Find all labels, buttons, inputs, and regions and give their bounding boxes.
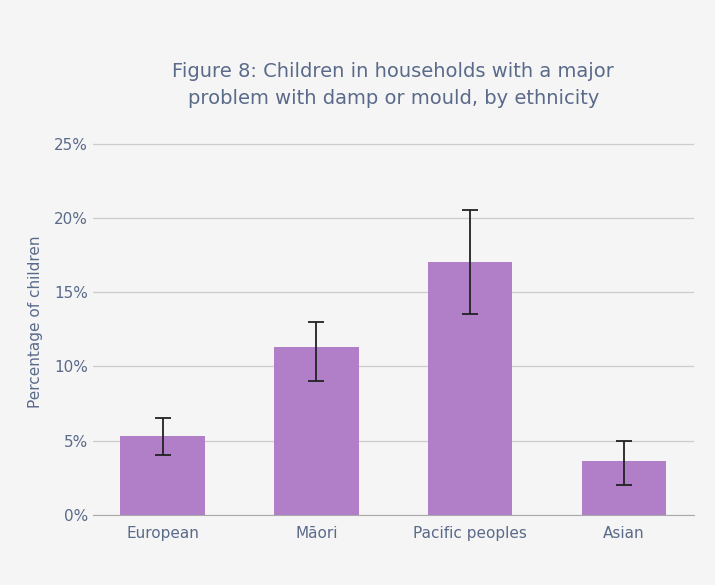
Y-axis label: Percentage of children: Percentage of children <box>28 236 43 408</box>
Bar <box>274 347 359 515</box>
Title: Figure 8: Children in households with a major
problem with damp or mould, by eth: Figure 8: Children in households with a … <box>172 62 614 108</box>
Bar <box>582 462 666 515</box>
Bar <box>120 436 204 515</box>
Bar <box>428 262 513 515</box>
